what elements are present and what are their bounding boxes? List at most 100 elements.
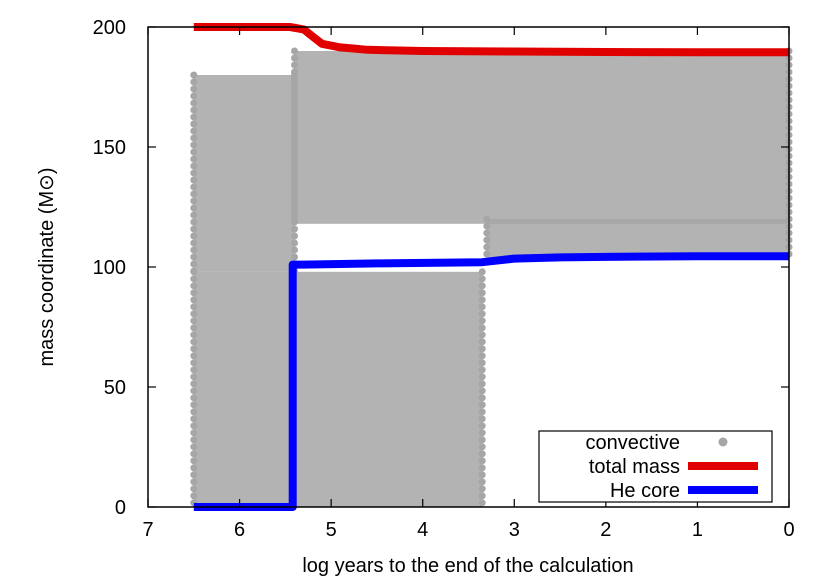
convective-point [190, 113, 198, 121]
convective-point [291, 187, 299, 195]
convective-point [190, 485, 198, 493]
convective-point [291, 145, 299, 153]
convective-point [190, 232, 198, 240]
x-tick-label: 7 [142, 519, 153, 541]
convective-fill [193, 271, 483, 507]
convective-point [478, 457, 486, 465]
convective-point [190, 303, 198, 311]
convective-point [190, 457, 198, 465]
convective-point [190, 127, 198, 135]
convective-point [483, 250, 491, 258]
convective-point [190, 253, 198, 261]
convective-point [291, 166, 299, 174]
convective-point [291, 239, 299, 247]
convective-point [190, 443, 198, 451]
convective-point [291, 194, 299, 202]
convective-point [190, 155, 198, 163]
convective-point [478, 450, 486, 458]
convective-point [190, 99, 198, 107]
convective-point [190, 190, 198, 198]
convective-fill [193, 75, 295, 272]
convective-point [478, 394, 486, 402]
convective-point [483, 222, 491, 230]
convective-point [190, 204, 198, 212]
convective-point [291, 232, 299, 240]
convective-point [478, 443, 486, 451]
convective-point [190, 141, 198, 149]
convective-point [478, 492, 486, 500]
convective-point [478, 345, 486, 353]
convective-point [190, 148, 198, 156]
convective-point [483, 215, 491, 223]
convective-point [478, 401, 486, 409]
x-tick-label: 0 [783, 519, 794, 541]
convective-point [190, 246, 198, 254]
y-tick-label: 200 [93, 17, 126, 39]
convective-point [190, 106, 198, 114]
convective-point [291, 124, 299, 132]
convective-point [291, 225, 299, 233]
convective-point [190, 162, 198, 170]
convective-point [478, 296, 486, 304]
y-tick-label: 100 [93, 257, 126, 279]
convective-point [291, 152, 299, 160]
y-tick-label: 0 [115, 497, 126, 519]
y-tick-label: 50 [104, 377, 126, 399]
convective-point [291, 246, 299, 254]
convective-point [190, 239, 198, 247]
convective-point [190, 373, 198, 381]
x-axis-title: log years to the end of the calculation [302, 555, 633, 577]
convective-point [478, 478, 486, 486]
convective-point [478, 303, 486, 311]
convective-point [190, 176, 198, 184]
convective-point [190, 352, 198, 360]
convective-point [190, 85, 198, 93]
convective-point [190, 338, 198, 346]
convective-point [190, 394, 198, 402]
convective-point [291, 117, 299, 125]
legend-label-convective: convective [586, 432, 681, 454]
convective-point [483, 236, 491, 244]
convective-point [478, 289, 486, 297]
convective-point [291, 159, 299, 167]
convective-point [190, 359, 198, 367]
convective-point [291, 201, 299, 209]
convective-point [483, 229, 491, 237]
convective-point [190, 345, 198, 353]
convective-point [190, 92, 198, 100]
convective-point [291, 253, 299, 261]
convective-point [190, 422, 198, 430]
convective-point [291, 89, 299, 97]
convective-point [190, 478, 198, 486]
convective-region-0 [190, 268, 486, 507]
convective-point [190, 289, 198, 297]
convective-point [190, 492, 198, 500]
convective-point [291, 82, 299, 90]
convective-point [478, 422, 486, 430]
convective-point [190, 415, 198, 423]
convective-point [478, 324, 486, 332]
convective-point [190, 310, 198, 318]
convective-point [190, 471, 198, 479]
convective-point [483, 243, 491, 251]
y-tick-label: 150 [93, 137, 126, 159]
convective-point [478, 471, 486, 479]
convective-fill [294, 51, 789, 224]
y-axis-title: mass coordinate (M⊙) [36, 167, 58, 366]
convective-point [478, 380, 486, 388]
convective-point [190, 169, 198, 177]
convective-point [190, 282, 198, 290]
convective-point [291, 54, 299, 62]
convective-point [478, 429, 486, 437]
legend-swatch-convective [718, 437, 728, 447]
convective-point [190, 211, 198, 219]
x-tick-label: 1 [692, 519, 703, 541]
convective-point [190, 317, 198, 325]
convective-point [478, 408, 486, 416]
convective-point [478, 352, 486, 360]
convective-point [190, 183, 198, 191]
convective-point [291, 96, 299, 104]
x-tick-label: 3 [509, 519, 520, 541]
convective-point [190, 296, 198, 304]
